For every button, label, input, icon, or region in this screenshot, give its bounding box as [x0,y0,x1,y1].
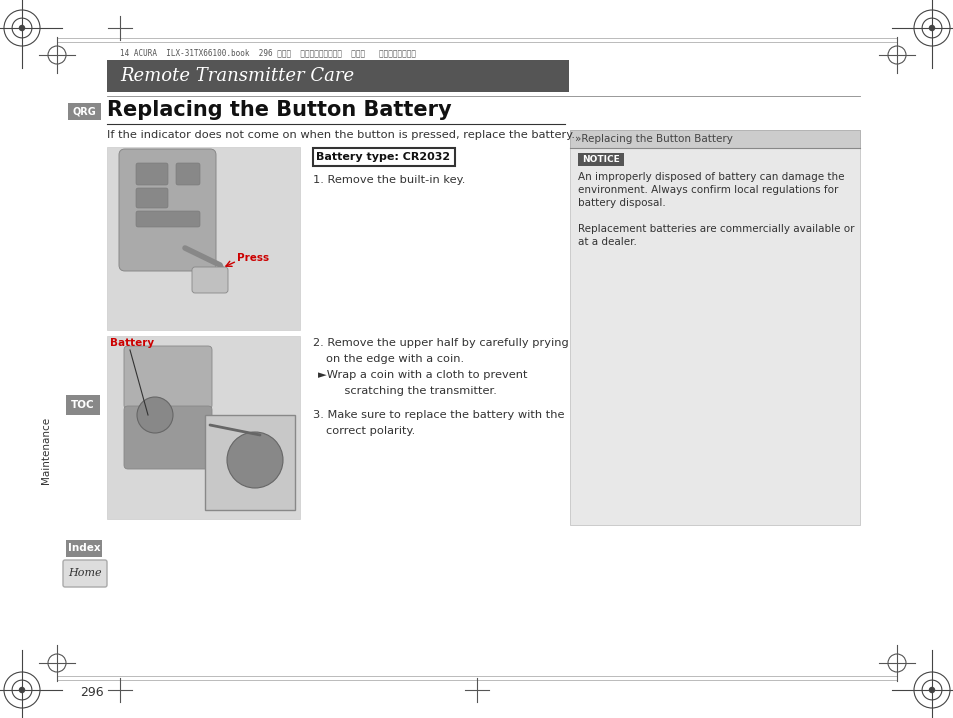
FancyBboxPatch shape [119,149,215,271]
Bar [313,148,455,166]
FancyBboxPatch shape [124,406,212,469]
Circle shape [928,686,934,694]
Circle shape [928,24,934,32]
Bar [68,103,101,120]
Text: Remote Transmitter Care: Remote Transmitter Care [120,67,354,85]
Text: TOC: TOC [71,400,94,410]
Text: Home: Home [68,568,102,578]
Circle shape [19,686,25,694]
Bar [569,130,859,148]
Text: If the indicator does not come on when the button is pressed, replace the batter: If the indicator does not come on when t… [107,130,575,140]
Bar [66,540,102,557]
Text: ►Wrap a coin with a cloth to prevent: ►Wrap a coin with a cloth to prevent [317,370,527,380]
Text: Replacement batteries are commercially available or: Replacement batteries are commercially a… [578,224,854,234]
Text: 1. Remove the built-in key.: 1. Remove the built-in key. [313,175,465,185]
Bar [66,395,100,415]
Text: Maintenance: Maintenance [41,416,51,483]
Text: Press: Press [236,253,269,263]
Text: on the edge with a coin.: on the edge with a coin. [326,354,464,364]
Text: QRG: QRG [72,106,95,116]
Bar [107,147,299,330]
Text: 296: 296 [80,686,104,699]
Text: at a dealer.: at a dealer. [578,237,637,247]
Text: »Replacing the Button Battery: »Replacing the Button Battery [575,134,732,144]
FancyBboxPatch shape [136,163,168,185]
Text: 14 ACURA  ILX-31TX66100.book  296 ページ  ２０１３年３月７日  木曜日   午前１１時３３分: 14 ACURA ILX-31TX66100.book 296 ページ ２０１３… [120,48,416,57]
Circle shape [227,432,283,488]
Text: battery disposal.: battery disposal. [578,198,665,208]
Circle shape [19,24,25,32]
Text: NOTICE: NOTICE [581,154,619,164]
Bar [107,60,568,92]
Text: environment. Always confirm local regulations for: environment. Always confirm local regula… [578,185,838,195]
Bar [578,153,623,166]
Circle shape [137,397,172,433]
FancyBboxPatch shape [124,346,212,409]
Text: 3. Make sure to replace the battery with the: 3. Make sure to replace the battery with… [313,410,564,420]
FancyBboxPatch shape [192,267,228,293]
Text: scratching the transmitter.: scratching the transmitter. [330,386,497,396]
FancyBboxPatch shape [136,188,168,208]
Bar [205,415,294,510]
Bar [107,336,299,519]
Text: Battery type: CR2032: Battery type: CR2032 [315,152,450,162]
Text: An improperly disposed of battery can damage the: An improperly disposed of battery can da… [578,172,843,182]
Text: 2. Remove the upper half by carefully prying: 2. Remove the upper half by carefully pr… [313,338,568,348]
FancyBboxPatch shape [136,211,200,227]
FancyBboxPatch shape [63,560,107,587]
Text: Replacing the Button Battery: Replacing the Button Battery [107,100,451,120]
Text: correct polarity.: correct polarity. [326,426,415,436]
Text: Battery: Battery [110,338,154,348]
FancyBboxPatch shape [175,163,200,185]
Text: Index: Index [68,543,100,553]
Bar [569,130,859,525]
